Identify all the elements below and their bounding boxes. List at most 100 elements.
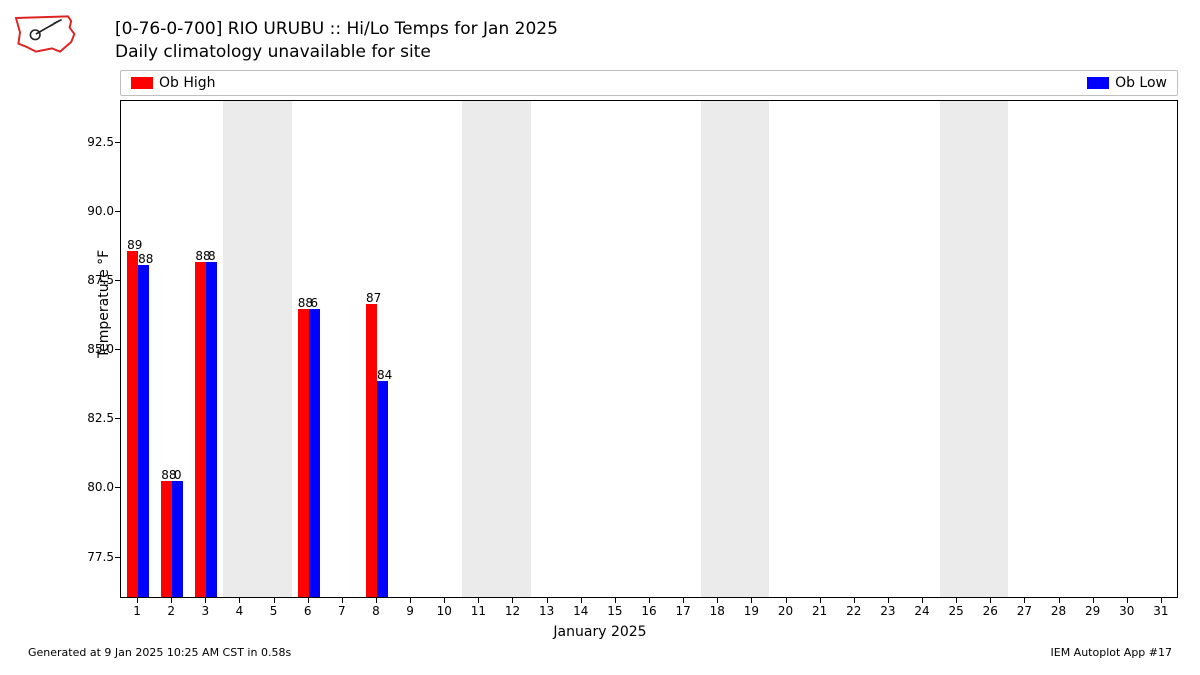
legend-swatch-low bbox=[1087, 77, 1109, 89]
bar-high bbox=[195, 262, 206, 597]
xtick-label: 19 bbox=[744, 604, 759, 618]
iem-logo-icon bbox=[12, 8, 84, 64]
xtick-label: 17 bbox=[675, 604, 690, 618]
ytick-label: 90.0 bbox=[74, 204, 114, 218]
footer-app: IEM Autoplot App #17 bbox=[1051, 646, 1173, 659]
ytick-mark bbox=[115, 280, 120, 281]
xtick-label: 20 bbox=[778, 604, 793, 618]
xtick-mark bbox=[786, 598, 787, 603]
legend-swatch-high bbox=[131, 77, 153, 89]
xtick-mark bbox=[854, 598, 855, 603]
bar-label-low: 6 bbox=[309, 296, 320, 310]
xtick-label: 29 bbox=[1085, 604, 1100, 618]
xtick-mark bbox=[956, 598, 957, 603]
bar-low bbox=[377, 381, 388, 597]
xtick-label: 5 bbox=[270, 604, 278, 618]
xtick-label: 10 bbox=[437, 604, 452, 618]
legend-item-low: Ob Low bbox=[1087, 75, 1167, 91]
xtick-mark bbox=[1093, 598, 1094, 603]
bar-label-high: 87 bbox=[366, 291, 377, 305]
xtick-mark bbox=[137, 598, 138, 603]
xtick-mark bbox=[922, 598, 923, 603]
xtick-label: 15 bbox=[607, 604, 622, 618]
xtick-mark bbox=[1024, 598, 1025, 603]
ytick-label: 92.5 bbox=[74, 135, 114, 149]
xtick-label: 27 bbox=[1017, 604, 1032, 618]
ytick-mark bbox=[115, 142, 120, 143]
ytick-mark bbox=[115, 557, 120, 558]
legend-item-high: Ob High bbox=[131, 75, 216, 91]
bar-label-low: 0 bbox=[172, 468, 183, 482]
ytick-label: 80.0 bbox=[74, 480, 114, 494]
weekend-shade bbox=[701, 101, 769, 597]
bar-label-high: 88 bbox=[161, 468, 172, 482]
bar-high bbox=[161, 481, 172, 597]
xtick-mark bbox=[547, 598, 548, 603]
x-axis-label: January 2025 bbox=[0, 624, 1200, 640]
xtick-mark bbox=[888, 598, 889, 603]
ytick-mark bbox=[115, 487, 120, 488]
title-line-2: Daily climatology unavailable for site bbox=[115, 41, 558, 64]
bar-low bbox=[309, 309, 320, 597]
xtick-label: 28 bbox=[1051, 604, 1066, 618]
chart-title: [0-76-0-700] RIO URUBU :: Hi/Lo Temps fo… bbox=[115, 18, 558, 64]
xtick-mark bbox=[581, 598, 582, 603]
xtick-label: 22 bbox=[846, 604, 861, 618]
xtick-mark bbox=[717, 598, 718, 603]
xtick-mark bbox=[512, 598, 513, 603]
bar-low bbox=[206, 262, 217, 597]
xtick-label: 11 bbox=[471, 604, 486, 618]
xtick-label: 26 bbox=[983, 604, 998, 618]
bar-label-low: 8 bbox=[206, 249, 217, 263]
bar-label-low: 88 bbox=[138, 252, 149, 266]
xtick-label: 25 bbox=[949, 604, 964, 618]
ytick-label: 77.5 bbox=[74, 550, 114, 564]
xtick-mark bbox=[274, 598, 275, 603]
xtick-label: 2 bbox=[167, 604, 175, 618]
xtick-label: 16 bbox=[641, 604, 656, 618]
xtick-label: 23 bbox=[880, 604, 895, 618]
xtick-label: 8 bbox=[372, 604, 380, 618]
weekend-shade bbox=[462, 101, 530, 597]
xtick-mark bbox=[1059, 598, 1060, 603]
ytick-label: 85.0 bbox=[74, 342, 114, 356]
xtick-label: 4 bbox=[236, 604, 244, 618]
ytick-label: 87.5 bbox=[74, 273, 114, 287]
xtick-mark bbox=[649, 598, 650, 603]
bar-label-high: 88 bbox=[298, 296, 309, 310]
bar-low bbox=[138, 265, 149, 597]
xtick-label: 6 bbox=[304, 604, 312, 618]
xtick-mark bbox=[239, 598, 240, 603]
ytick-mark bbox=[115, 418, 120, 419]
weekend-shade bbox=[940, 101, 1008, 597]
xtick-mark bbox=[1161, 598, 1162, 603]
legend-label-high: Ob High bbox=[159, 75, 216, 91]
bar-low bbox=[172, 481, 183, 597]
bar-label-high: 88 bbox=[195, 249, 206, 263]
plot-area: 89888808888868784 bbox=[120, 100, 1178, 598]
xtick-mark bbox=[342, 598, 343, 603]
xtick-mark bbox=[171, 598, 172, 603]
bar-label-low: 84 bbox=[377, 368, 388, 382]
bar-label-high: 89 bbox=[127, 238, 138, 252]
xtick-mark bbox=[751, 598, 752, 603]
xtick-label: 3 bbox=[201, 604, 209, 618]
bar-high bbox=[366, 304, 377, 597]
xtick-mark bbox=[308, 598, 309, 603]
xtick-mark bbox=[444, 598, 445, 603]
legend-label-low: Ob Low bbox=[1115, 75, 1167, 91]
xtick-label: 9 bbox=[406, 604, 414, 618]
xtick-label: 7 bbox=[338, 604, 346, 618]
bar-high bbox=[298, 309, 309, 597]
xtick-label: 21 bbox=[812, 604, 827, 618]
weekend-shade bbox=[223, 101, 291, 597]
xtick-mark bbox=[1127, 598, 1128, 603]
xtick-mark bbox=[615, 598, 616, 603]
xtick-label: 1 bbox=[133, 604, 141, 618]
xtick-label: 13 bbox=[539, 604, 554, 618]
xtick-label: 14 bbox=[573, 604, 588, 618]
bar-high bbox=[127, 251, 138, 597]
ytick-mark bbox=[115, 211, 120, 212]
xtick-mark bbox=[990, 598, 991, 603]
legend: Ob High Ob Low bbox=[120, 70, 1178, 96]
